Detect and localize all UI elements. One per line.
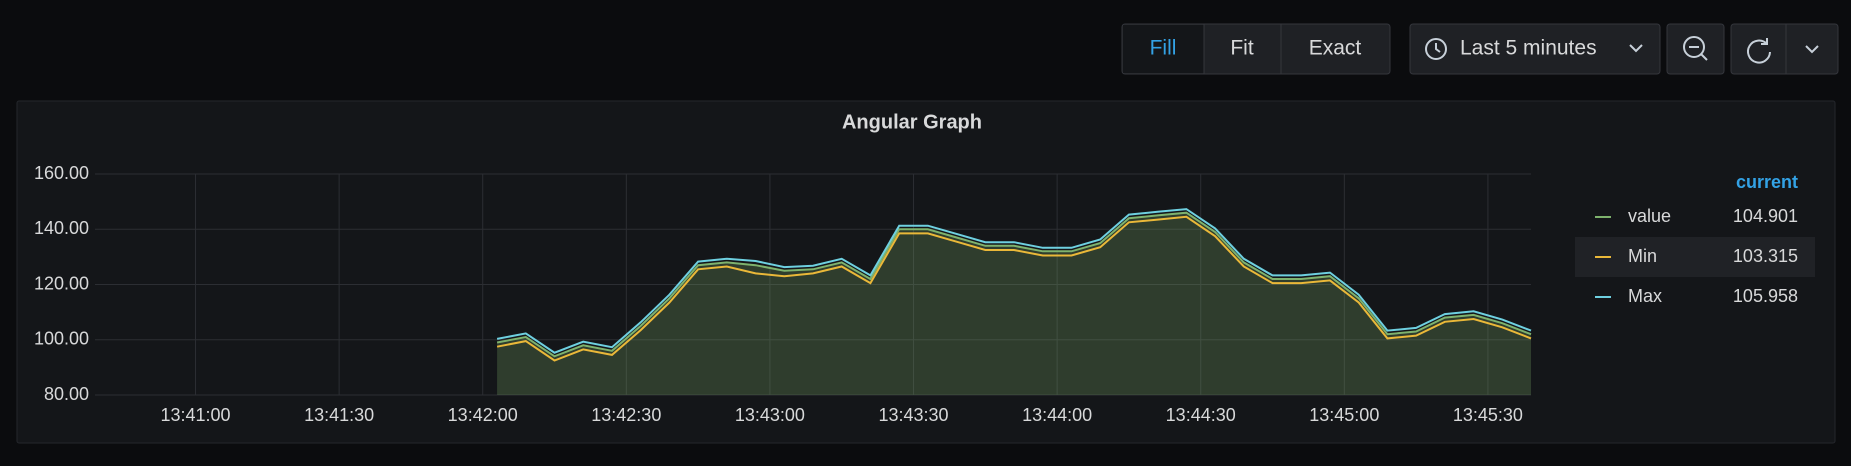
legend-name: Max	[1628, 286, 1662, 306]
x-tick-label: 13:44:30	[1166, 405, 1236, 425]
legend-row-highlight	[1575, 237, 1815, 277]
y-tick-label: 160.00	[34, 163, 89, 183]
x-tick-label: 13:41:30	[304, 405, 374, 425]
area	[497, 212, 1532, 395]
y-tick-label: 80.00	[44, 384, 89, 404]
panel	[16, 100, 1836, 444]
legend-name: Min	[1628, 246, 1657, 266]
time-picker[interactable]	[1409, 23, 1661, 75]
x-tick-label: 13:44:00	[1022, 405, 1092, 425]
legend-header: current	[1736, 172, 1798, 192]
fit-mode-group: Fill Fit Exact	[1121, 23, 1391, 75]
x-tick-label: 13:43:30	[878, 405, 948, 425]
refresh-group[interactable]	[1730, 23, 1839, 75]
chevron-icon	[1629, 44, 1643, 53]
chevron-icon	[1805, 45, 1819, 54]
refresh-icon	[1747, 38, 1771, 64]
exact-button[interactable]: Exact	[1309, 37, 1362, 60]
clock-icon	[1425, 38, 1447, 60]
series-line	[496, 208, 1532, 354]
y-tick-label: 120.00	[34, 273, 89, 293]
panel-title: Angular Graph	[842, 111, 982, 133]
zoom-icon-detail	[1689, 46, 1708, 61]
time-range[interactable]: Last 5 minutes	[1460, 37, 1597, 60]
fill-button[interactable]: Fill	[1150, 37, 1177, 60]
x-tick-label: 13:45:00	[1309, 405, 1379, 425]
x-tick-label: 13:42:00	[448, 405, 518, 425]
legend-current: 104.901	[1733, 206, 1798, 226]
series-line	[496, 211, 1532, 358]
x-tick-label: 13:42:30	[591, 405, 661, 425]
y-tick-label: 140.00	[34, 218, 89, 238]
zoom-out-button[interactable]	[1666, 23, 1725, 75]
series-line	[496, 215, 1532, 362]
active-bg	[1123, 25, 1204, 73]
x-tick-label: 13:41:00	[160, 405, 230, 425]
x-tick-label: 13:43:00	[735, 405, 805, 425]
legend-current: 103.315	[1733, 246, 1798, 266]
legend-current: 105.958	[1733, 286, 1798, 306]
legend-name: value	[1628, 206, 1671, 226]
zoom-icon	[1683, 36, 1705, 58]
fit-button[interactable]: Fit	[1230, 37, 1253, 60]
x-tick-label: 13:45:30	[1453, 405, 1523, 425]
clock-hands	[1435, 43, 1441, 53]
y-tick-label: 100.00	[34, 329, 89, 349]
